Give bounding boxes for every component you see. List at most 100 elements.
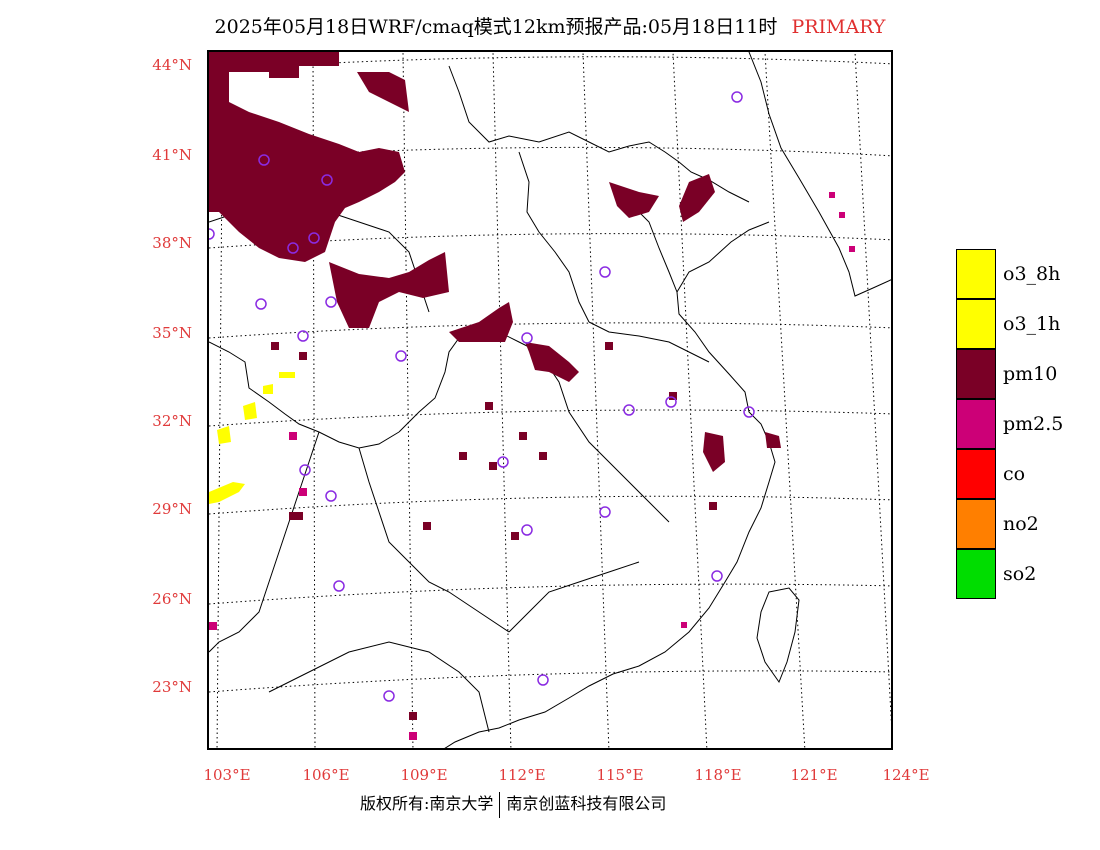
lon-label-118e: 118°E	[694, 766, 742, 784]
pm25-cell	[849, 246, 855, 252]
o3-cells	[209, 372, 295, 504]
station-marker	[299, 464, 311, 476]
pm10-cell	[299, 352, 307, 360]
lon-label-124e: 124°E	[882, 766, 930, 784]
station-marker	[623, 404, 635, 416]
o3-cell	[217, 426, 231, 444]
o3-cell	[209, 482, 245, 504]
pm10-cell	[605, 342, 613, 350]
footer-left: 版权所有:南京大学	[360, 794, 494, 813]
station-marker	[665, 396, 677, 408]
legend-label: o3_8h	[1003, 263, 1061, 285]
lon-label-103e: 103°E	[203, 766, 251, 784]
legend-swatch	[956, 249, 996, 299]
copyright-footer: 版权所有:南京大学 南京创蓝科技有限公司	[360, 790, 666, 818]
o3-cell	[263, 384, 273, 394]
station-marker	[521, 524, 533, 536]
parallel-35n	[209, 322, 891, 339]
station-marker	[731, 91, 743, 103]
parallel-26n	[209, 583, 891, 605]
pm10-area-hebei-coast	[679, 174, 715, 222]
legend-label: pm2.5	[1003, 413, 1064, 435]
lat-label-29n: 29°N	[152, 500, 192, 518]
pm10-plume-north	[209, 52, 781, 472]
pm25-cell	[409, 732, 417, 740]
meridian-121e	[764, 52, 806, 748]
legend-swatch	[956, 349, 996, 399]
legend-label: o3_1h	[1003, 313, 1061, 335]
pm10-area-zhejiang	[703, 432, 725, 472]
pm25-cell	[839, 212, 845, 218]
lon-label-121e: 121°E	[790, 766, 838, 784]
shanxi-border	[518, 151, 590, 323]
station-marker	[287, 242, 299, 254]
station-marker	[325, 296, 337, 308]
pm10-cell	[289, 512, 303, 520]
guangxi-border	[268, 641, 490, 733]
pm10-cell	[511, 532, 519, 540]
footer-separator	[499, 791, 501, 818]
pm10-area-ningxia	[329, 252, 449, 328]
station-marker	[258, 154, 270, 166]
station-marker	[297, 330, 309, 342]
pm10-area-henan	[525, 342, 579, 382]
coastline	[444, 221, 776, 748]
station-marker	[521, 332, 533, 344]
henan-border	[588, 321, 710, 363]
station-marker	[333, 580, 345, 592]
meridian-115e	[582, 52, 610, 748]
parallel-32n	[209, 409, 891, 427]
meridian-112e	[492, 52, 512, 748]
legend-label: pm10	[1003, 363, 1058, 385]
pm25-cell	[829, 192, 835, 198]
pm10-cell	[519, 432, 527, 440]
footer-right: 南京创蓝科技有限公司	[506, 794, 667, 813]
legend-swatch	[956, 499, 996, 549]
pm10-cell	[485, 402, 493, 410]
south-central-border	[358, 447, 510, 633]
legend-label: co	[1003, 463, 1026, 485]
legend-swatch	[956, 549, 996, 599]
station-marker	[743, 406, 755, 418]
station-marker	[383, 690, 395, 702]
east-central-border	[538, 351, 670, 523]
lon-label-112e: 112°E	[498, 766, 546, 784]
pm10-cell	[489, 462, 497, 470]
map-canvas	[209, 52, 891, 748]
lat-label-44n: 44°N	[152, 56, 192, 74]
station-marker	[599, 506, 611, 518]
station-marker	[308, 232, 320, 244]
map-panel	[207, 50, 893, 750]
lon-label-115e: 115°E	[596, 766, 644, 784]
legend-swatch	[956, 449, 996, 499]
pm10-area-shanghai	[765, 432, 781, 448]
lat-label-38n: 38°N	[152, 234, 192, 252]
hebei-border	[628, 201, 678, 293]
taiwan-outline	[756, 587, 800, 684]
map-title: 2025年05月18日WRF/cmaq模式12km预报产品:05月18日11时 P…	[0, 12, 1100, 39]
sichuan-border-north	[209, 341, 400, 449]
legend-label: so2	[1003, 563, 1037, 585]
pm10-area-shaanxi	[449, 302, 513, 342]
title-text: 2025年05月18日WRF/cmaq模式12km预报产品:05月18日11时	[214, 16, 778, 38]
pm25-cell	[289, 432, 297, 440]
lat-label-32n: 32°N	[152, 412, 192, 430]
meridian-118e	[672, 52, 708, 748]
station-marker	[497, 456, 509, 468]
station-marker	[711, 570, 723, 582]
lat-label-41n: 41°N	[152, 146, 192, 164]
pm10-cell	[459, 452, 467, 460]
legend-label: no2	[1003, 513, 1039, 535]
meridian-124e	[854, 52, 891, 725]
lat-label-26n: 26°N	[152, 590, 192, 608]
station-markers	[209, 91, 755, 702]
pm10-cell	[669, 392, 677, 400]
station-marker	[395, 350, 407, 362]
station-marker	[325, 490, 337, 502]
station-marker	[321, 174, 333, 186]
scattered-cells	[209, 192, 855, 740]
o3-cell	[279, 372, 295, 378]
legend-swatch	[956, 299, 996, 349]
pm25-cell	[299, 488, 307, 496]
meridian-109e	[402, 52, 414, 748]
